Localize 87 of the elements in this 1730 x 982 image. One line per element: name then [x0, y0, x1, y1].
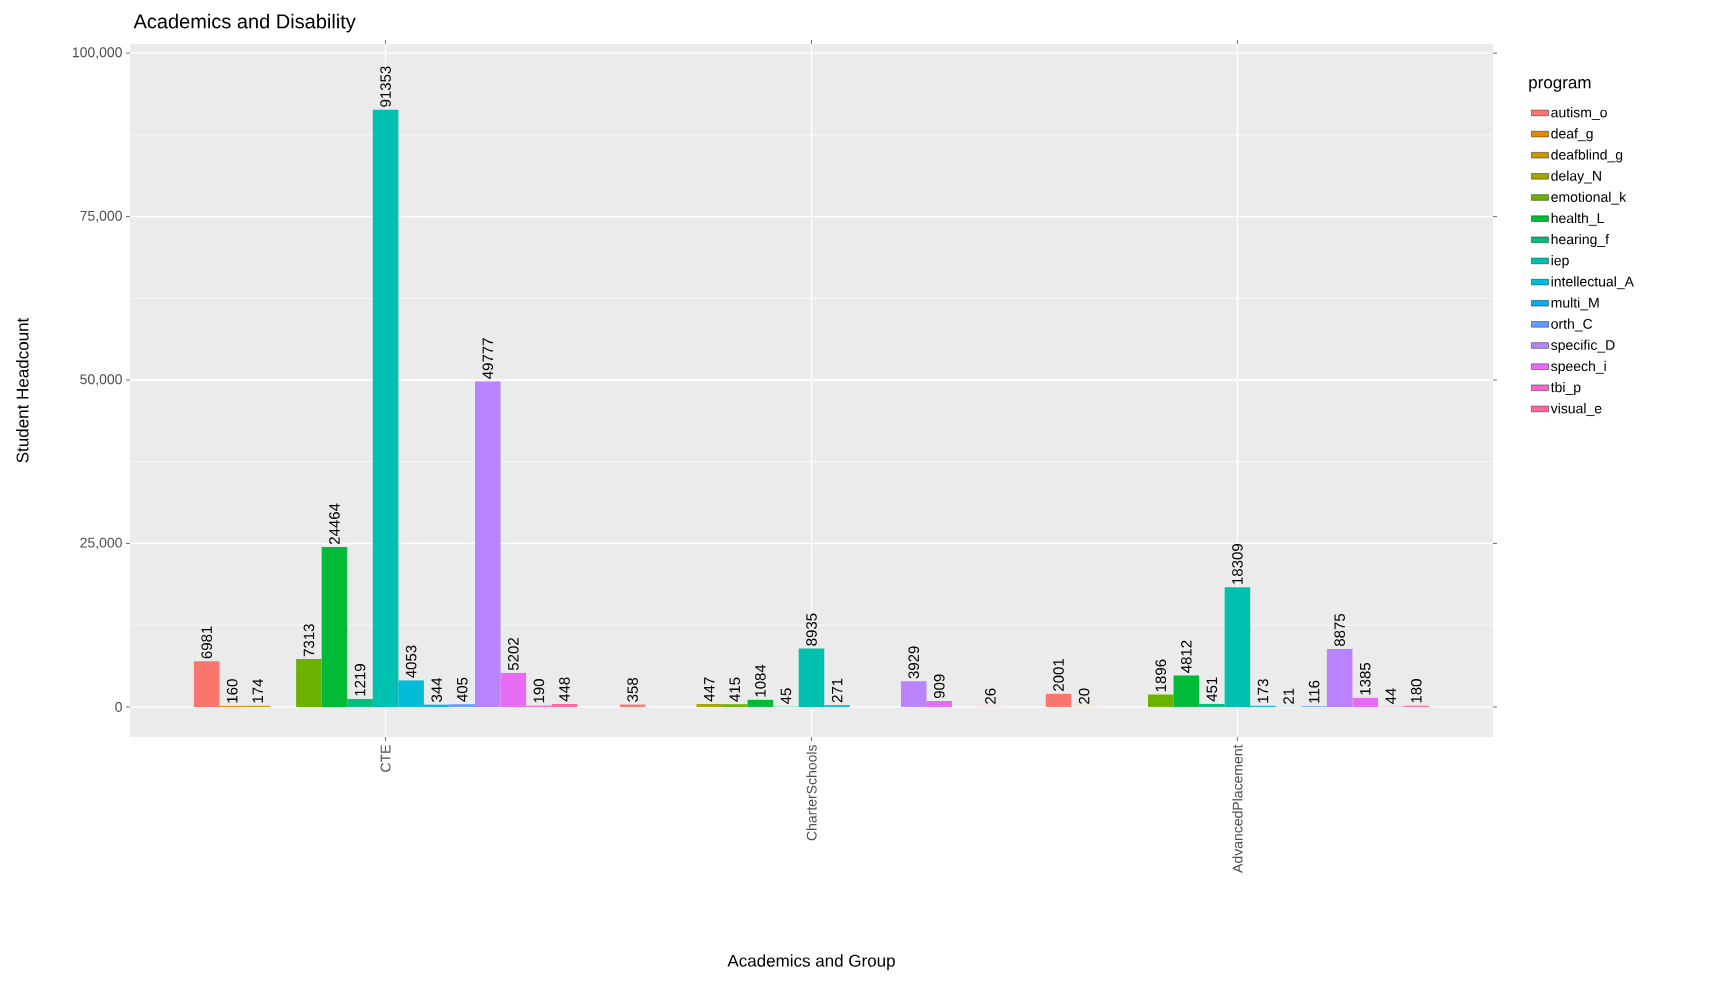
- bar: [347, 698, 373, 707]
- data-label: 49777: [482, 338, 494, 379]
- y-axis-title: Student Headcount: [16, 317, 29, 463]
- data-label: 451: [1206, 677, 1218, 702]
- x-tick-label: CharterSchools: [806, 745, 817, 841]
- legend-label: delay_N: [1551, 170, 1601, 184]
- data-label: 3929: [908, 646, 920, 679]
- data-label: 7313: [303, 624, 315, 657]
- bar: [747, 699, 774, 707]
- data-label: 448: [559, 677, 570, 702]
- legend-label: hearing_f: [1551, 233, 1610, 248]
- data-label: 4812: [1181, 640, 1192, 673]
- x-tick-label: CTE: [380, 745, 391, 772]
- data-label: 91353: [380, 66, 391, 107]
- legend-label: speech_i: [1551, 360, 1606, 374]
- data-label: 271: [831, 678, 843, 703]
- bar: [1199, 703, 1225, 707]
- data-label: 116: [1308, 680, 1320, 703]
- bar: [1352, 697, 1378, 707]
- data-label: 1385: [1359, 662, 1371, 695]
- bar: [1147, 694, 1174, 707]
- data-label: 21: [1283, 688, 1294, 704]
- chart-title: Academics and Disability: [133, 13, 356, 33]
- legend-label: tbi_p: [1550, 381, 1581, 396]
- data-label: 173: [1257, 679, 1269, 703]
- bar: [722, 704, 748, 707]
- bar: [193, 661, 220, 707]
- data-label: 415: [729, 677, 741, 702]
- bar: [1224, 587, 1251, 707]
- data-label: 4053: [405, 645, 417, 678]
- bar: [551, 703, 578, 707]
- data-label: 1896: [1155, 659, 1167, 692]
- legend-label: deaf_g: [1551, 128, 1593, 142]
- data-label: 5202: [508, 638, 519, 671]
- legend-title: program: [1529, 79, 1591, 92]
- bar: [296, 659, 322, 707]
- data-label: 45: [780, 688, 792, 705]
- y-tick-label: 75,000: [80, 210, 122, 223]
- legend-label: intellectual_A: [1551, 276, 1634, 290]
- data-label: 174: [252, 678, 263, 703]
- bar: [926, 700, 953, 707]
- legend-label: health_L: [1551, 212, 1604, 226]
- data-label: 6981: [201, 626, 212, 659]
- y-tick-label: 50,000: [80, 374, 122, 386]
- bar: [500, 672, 527, 707]
- data-label: 1219: [354, 664, 366, 696]
- legend-label: visual_e: [1550, 403, 1602, 417]
- data-label: 405: [456, 677, 468, 702]
- legend-label: deafblind_g: [1551, 149, 1623, 163]
- data-label: 190: [533, 679, 545, 703]
- bar: [449, 704, 476, 707]
- bar: [1173, 675, 1200, 707]
- data-label: 1084: [755, 664, 766, 697]
- legend-label: multi_M: [1551, 297, 1599, 311]
- data-label: 344: [431, 677, 442, 702]
- bar: [321, 546, 348, 707]
- data-label: 8875: [1334, 613, 1345, 647]
- bar: [798, 648, 825, 707]
- bar: [372, 109, 399, 707]
- legend-label: orth_C: [1551, 318, 1593, 332]
- data-label: 447: [704, 677, 715, 702]
- legend-label: iep: [1551, 255, 1569, 269]
- data-label: 26: [985, 688, 996, 704]
- data-label: 8935: [806, 613, 817, 646]
- bar: [398, 680, 424, 707]
- data-label: 160: [226, 679, 238, 703]
- data-label: 2001: [1053, 659, 1064, 691]
- bar: [1326, 648, 1353, 707]
- x-axis-title: Academics and Group: [727, 954, 895, 971]
- x-tick-label: AdvancedPlacement: [1232, 744, 1243, 873]
- y-tick-label: 100,000: [72, 47, 122, 59]
- y-tick-label: 25,000: [80, 537, 122, 550]
- legend-label: specific_D: [1551, 339, 1615, 353]
- legend-label: autism_o: [1551, 107, 1607, 121]
- data-label: 44: [1385, 688, 1396, 705]
- data-label: 20: [1078, 688, 1090, 704]
- y-tick-label: 0: [115, 701, 122, 712]
- bar: [1045, 693, 1072, 707]
- data-label: 909: [933, 674, 945, 699]
- data-label: 24464: [329, 503, 340, 545]
- legend-label: emotional_k: [1551, 191, 1627, 205]
- bar: [696, 703, 723, 707]
- bar: [900, 681, 927, 707]
- data-label: 180: [1411, 679, 1422, 703]
- data-label: 18309: [1232, 544, 1243, 584]
- data-label: 358: [627, 678, 638, 702]
- bar: [475, 381, 501, 707]
